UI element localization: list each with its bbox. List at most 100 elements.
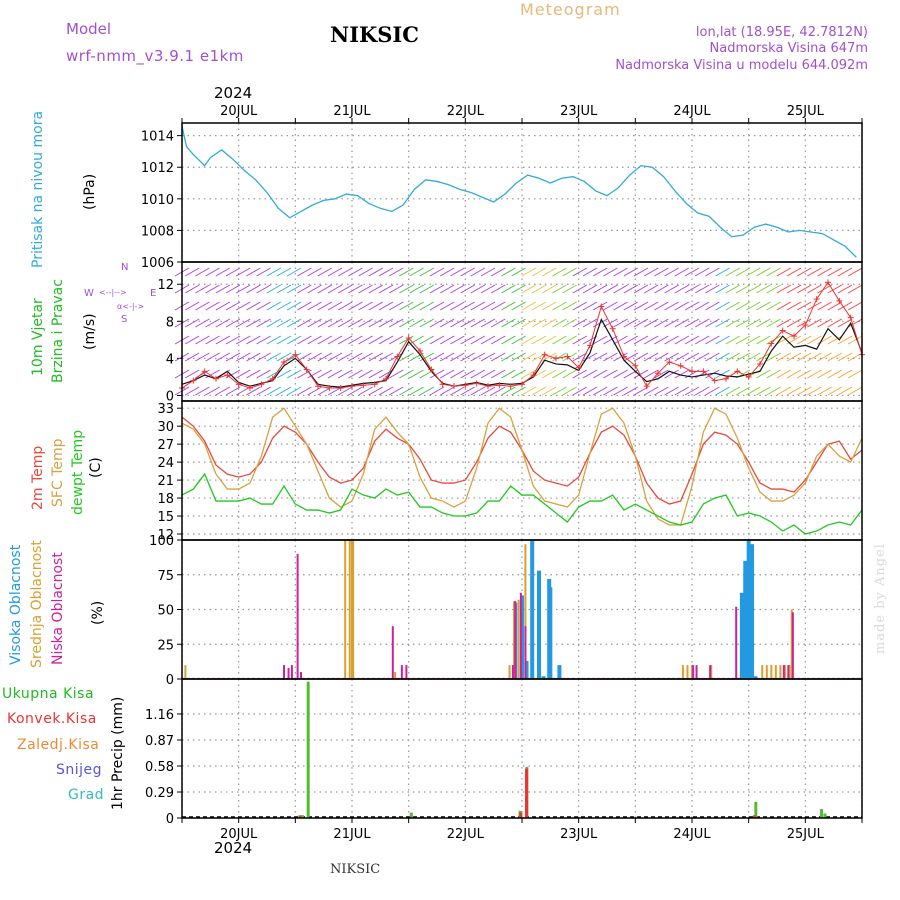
wind-barb (358, 318, 373, 328)
wind-barb (307, 352, 322, 362)
compass-row1: <--|--> (99, 288, 127, 297)
wind-barb (205, 318, 220, 328)
wind-barb (327, 335, 343, 345)
wind-barb (286, 318, 302, 328)
wind-barb (786, 369, 802, 379)
wind-barb (776, 267, 792, 277)
wind-barb (337, 301, 353, 311)
y-tick-label: 0.58 (145, 760, 174, 775)
wind-barb (439, 369, 455, 379)
wind-barb (450, 267, 465, 277)
wind-barb (725, 386, 741, 396)
wind-barb (552, 335, 567, 345)
wind-barb (643, 318, 659, 328)
x-tick-label-top: 22JUL (447, 104, 485, 119)
wind-barb (388, 267, 404, 277)
cloud-mid-bar (761, 665, 764, 679)
wind-barb (847, 335, 863, 345)
y-tick-label: 1010 (141, 193, 174, 208)
wind-barb (705, 267, 720, 277)
wind-barb (215, 284, 231, 294)
wind-barb (276, 284, 292, 294)
wind-barb (562, 369, 577, 379)
wind-barb (807, 301, 822, 311)
cloud-mid-bar (686, 665, 689, 679)
wind-barb (511, 267, 526, 277)
wind-barb (348, 335, 363, 345)
wind-barb (205, 335, 220, 345)
cloud-mid-bar (524, 544, 527, 679)
wind-barb (592, 369, 608, 379)
wind-barb (378, 369, 394, 379)
wind-barb (521, 301, 537, 311)
wind-barb (531, 318, 547, 328)
cloud-mid-bar (394, 672, 397, 679)
wind-barb (541, 267, 557, 277)
x-tick-label-bottom: 22JUL (447, 827, 485, 842)
wind-barb (817, 352, 832, 362)
wind-barb (368, 335, 384, 345)
wind-barb (847, 386, 863, 396)
panel-frame (181, 261, 863, 402)
wind-barb (276, 301, 292, 311)
cloud-low-bar (511, 665, 514, 679)
wind-barb (715, 335, 730, 345)
wind-barb (552, 318, 567, 328)
x-tick-label-bottom: 25JUL (787, 827, 825, 842)
wind-barb (327, 318, 343, 328)
wind-barb (501, 369, 516, 379)
wind-barb (511, 386, 526, 396)
wind-barb (623, 352, 639, 362)
y-tick-label: 15 (157, 510, 174, 525)
y-tick-label: 1008 (141, 224, 174, 239)
y-tick-label: 1.16 (145, 708, 174, 723)
wind-barb (847, 318, 863, 328)
wind-barb (399, 318, 414, 328)
x-tick-label-bottom: 20JUL (220, 827, 258, 842)
wind-barb (409, 318, 424, 328)
wind-barb (745, 284, 761, 294)
wind-barb (817, 284, 832, 294)
wind-barb (327, 267, 343, 277)
wind-barb (460, 318, 475, 328)
wind-barb (613, 267, 628, 277)
wind-barb (388, 284, 404, 294)
wind-barb (592, 352, 608, 362)
wind-barb (776, 284, 792, 294)
wind-barb (674, 284, 690, 294)
wind-barb (613, 386, 628, 396)
cloud-mid-bar (344, 540, 347, 679)
wind-barb (582, 267, 598, 277)
wind-barb (297, 318, 312, 328)
cloud-mid-bar (774, 665, 777, 679)
wind-barb (756, 386, 771, 396)
wind-barb (429, 335, 445, 345)
year-label-bottom: 2024 (214, 839, 253, 857)
y-tick-label: 25 (157, 638, 174, 653)
wind-barb (745, 335, 761, 345)
wind-barb (327, 352, 343, 362)
wind-barb (562, 301, 577, 311)
wind-barb (521, 335, 537, 345)
wind-barb (715, 284, 730, 294)
wind-barb (817, 318, 832, 328)
wind-barb (480, 369, 496, 379)
wind-barb (735, 267, 751, 277)
cloud-mid-bar (783, 665, 786, 679)
cloud-high-bar (524, 660, 529, 679)
wind-barb (521, 369, 537, 379)
wind-barb (643, 335, 659, 345)
wind-barb (246, 369, 261, 379)
wind-barb (225, 301, 241, 311)
wind-barb (847, 301, 863, 311)
wind-barb (694, 301, 710, 311)
wind-barb (470, 301, 486, 311)
y-tick-label: 8 (166, 315, 174, 330)
wind-barb (521, 352, 537, 362)
wind-barb (776, 318, 792, 328)
wind-barb (419, 267, 435, 277)
compass-e: E (150, 288, 157, 299)
wind-barb (735, 352, 751, 362)
wind-barb (725, 318, 741, 328)
